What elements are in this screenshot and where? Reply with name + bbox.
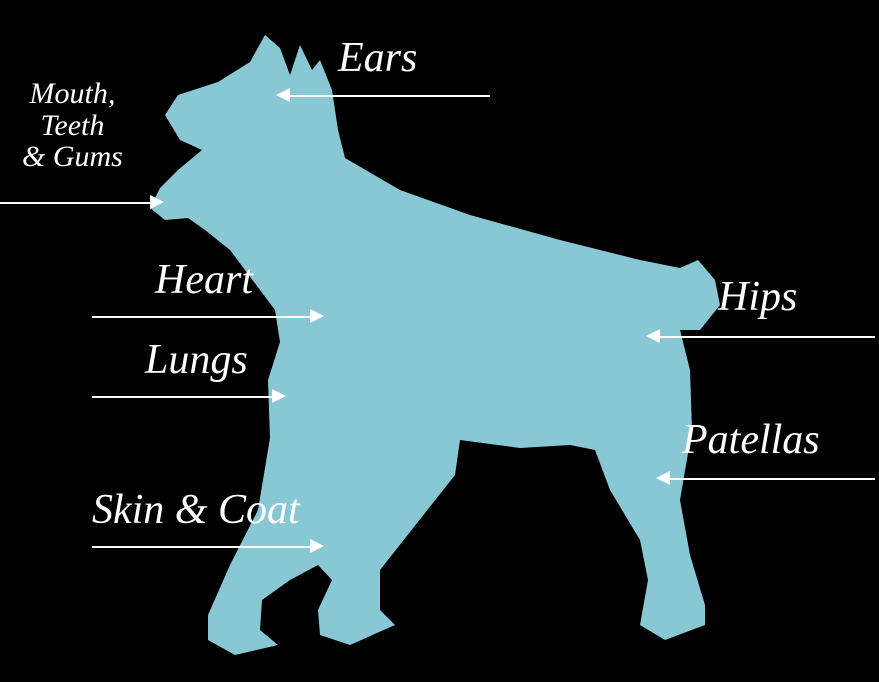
lungs-label: Lungs [145, 338, 248, 382]
mouth-teeth-gums-arrow-line [0, 202, 150, 204]
hips-arrow-head-icon [646, 329, 660, 343]
heart-arrow-line [92, 316, 310, 318]
patellas-arrow-line [670, 478, 875, 480]
lungs-arrow-line [92, 396, 272, 398]
diagram-stage: Ears Mouth, Teeth & Gums Heart Lungs Skin & … [0, 0, 879, 682]
ears-arrow-head-icon [276, 88, 290, 102]
hips-label: Hips [718, 275, 797, 319]
skin-coat-label: Skin & Coat [92, 488, 300, 532]
hips-arrow-line [660, 336, 875, 338]
lungs-arrow-head-icon [272, 389, 286, 403]
heart-arrow-head-icon [310, 309, 324, 323]
patellas-arrow-head-icon [656, 471, 670, 485]
ears-arrow-line [290, 95, 490, 97]
skin-coat-arrow-line [92, 546, 310, 548]
mouth-teeth-gums-arrow-head-icon [150, 195, 164, 209]
ears-label: Ears [338, 36, 417, 80]
heart-label: Heart [155, 258, 253, 302]
dog-silhouette [0, 0, 879, 682]
skin-coat-arrow-head-icon [310, 539, 324, 553]
mouth-teeth-gums-label: Mouth, Teeth & Gums [22, 78, 123, 173]
patellas-label: Patellas [682, 418, 820, 462]
